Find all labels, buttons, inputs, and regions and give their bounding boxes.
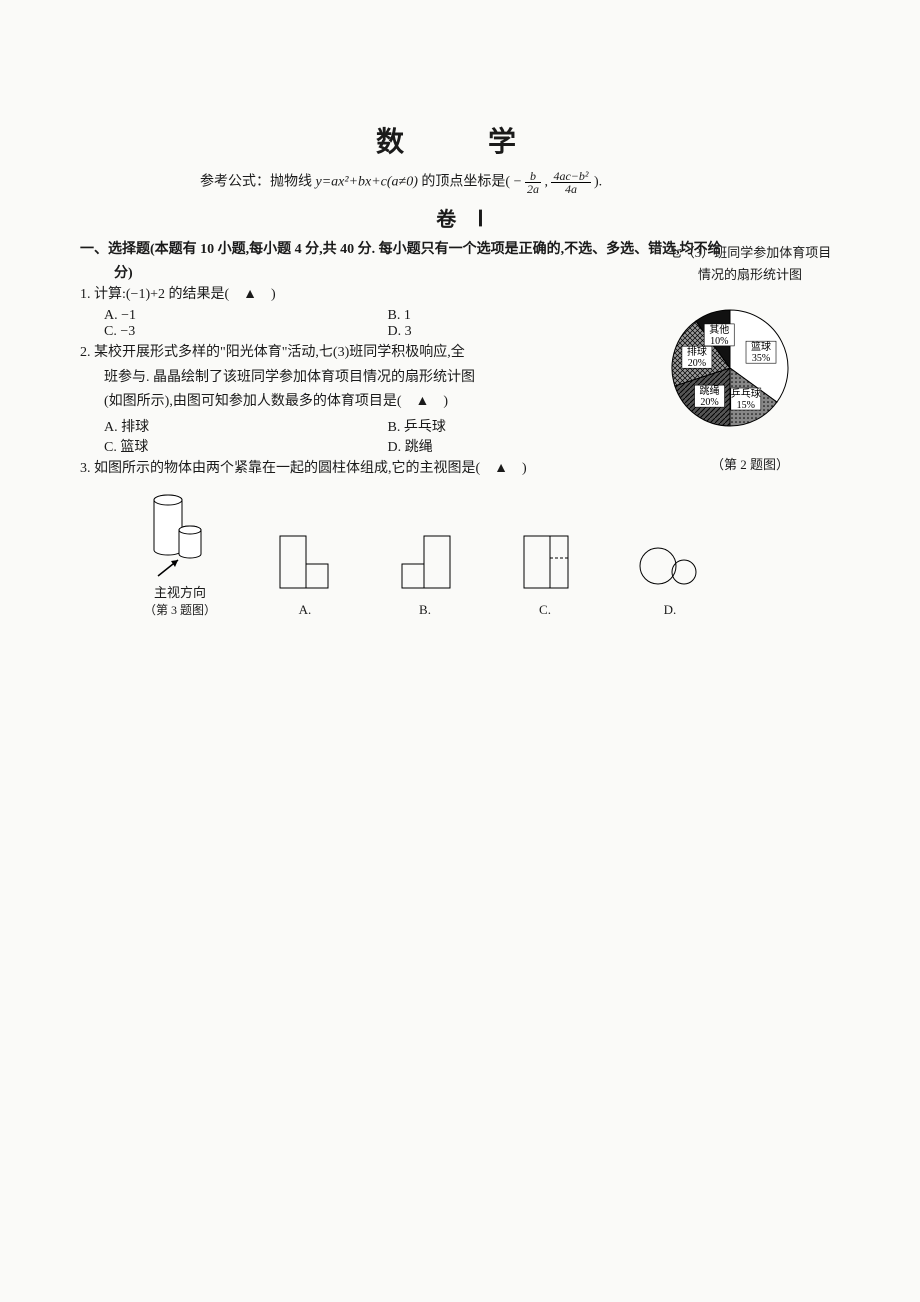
- q1-optA: A. −1: [104, 308, 384, 324]
- pie-title-line1: 七（3）班同学参加体育项目: [650, 244, 850, 262]
- q3-optA-label: A.: [299, 602, 312, 618]
- svg-text:15%: 15%: [737, 400, 755, 411]
- q3-optA-figure: A.: [270, 528, 340, 618]
- svg-text:其他: 其他: [709, 323, 729, 336]
- optD-svg: [630, 528, 710, 598]
- q3-optB-figure: B.: [390, 528, 460, 618]
- optA-svg: [270, 528, 340, 598]
- q3-optC-figure: C.: [510, 528, 580, 618]
- exam-page: 数 学 参考公式：抛物线 y=ax²+bx+c(a≠0) 的顶点坐标是( − b…: [0, 0, 920, 1302]
- formula-frac1: b 2a: [525, 170, 541, 195]
- svg-text:排球: 排球: [687, 346, 707, 359]
- optB-svg: [390, 528, 460, 598]
- formula-comma: ,: [544, 175, 551, 190]
- svg-text:35%: 35%: [752, 354, 770, 365]
- q1-optB: B. 1: [388, 308, 411, 324]
- q3-optB-label: B.: [419, 602, 431, 618]
- svg-text:20%: 20%: [700, 398, 718, 409]
- content-area: 七（3）班同学参加体育项目 情况的扇形统计图: [80, 238, 840, 618]
- pie-caption: （第 2 题图）: [650, 454, 850, 473]
- formula-frac2: 4ac−b² 4a: [551, 170, 590, 195]
- pie-title-line2: 情况的扇形统计图: [650, 266, 850, 284]
- page-title: 数 学: [80, 120, 840, 160]
- pie-slice-label: 乒乓球15%: [731, 387, 761, 411]
- q1-optD: D. 3: [388, 324, 412, 340]
- pie-slice-label: 跳绳20%: [695, 385, 725, 409]
- pie-chart-svg: 篮球35%乒乓球15%跳绳20%排球20%其他10%: [650, 288, 810, 448]
- q3-figures-row: 主视方向 （第 3 题图） A. B.: [140, 488, 840, 618]
- q2-optA: A. 排球: [104, 416, 384, 436]
- svg-text:乒乓球: 乒乓球: [731, 387, 761, 400]
- q3-caption: （第 3 题图）: [144, 601, 216, 618]
- svg-text:20%: 20%: [688, 359, 706, 370]
- q2-optB: B. 乒乓球: [388, 416, 446, 436]
- pie-slice-label: 篮球35%: [746, 341, 776, 365]
- formula-prefix: 参考公式：抛物线: [200, 175, 316, 190]
- formula-mid: 的顶点坐标是(: [421, 175, 510, 190]
- formula-suffix: ).: [594, 175, 602, 190]
- q3-optD-label: D.: [664, 602, 677, 618]
- svg-text:篮球: 篮球: [751, 341, 771, 354]
- svg-text:跳绳: 跳绳: [700, 385, 720, 398]
- q2-optD: D. 跳绳: [388, 436, 433, 456]
- section-label: 卷 Ⅰ: [80, 203, 840, 232]
- q3-mainview-label: 主视方向: [154, 582, 206, 601]
- svg-text:10%: 10%: [710, 336, 728, 347]
- pie-chart-figure: 七（3）班同学参加体育项目 情况的扇形统计图: [650, 244, 850, 473]
- cylinders-svg: [140, 488, 220, 578]
- reference-formula: 参考公式：抛物线 y=ax²+bx+c(a≠0) 的顶点坐标是( − b 2a …: [200, 170, 840, 195]
- formula-expr: y=ax²+bx+c(a≠0): [316, 175, 418, 190]
- pie-slice-label: 其他10%: [704, 323, 734, 347]
- q3-original-figure: 主视方向 （第 3 题图）: [140, 488, 220, 618]
- optC-svg: [510, 528, 580, 598]
- q3-optD-figure: D.: [630, 528, 710, 618]
- q1-optC: C. −3: [104, 324, 384, 340]
- pie-slice-label: 排球20%: [682, 346, 712, 370]
- formula-neg: −: [514, 175, 522, 190]
- q2-optC: C. 篮球: [104, 436, 384, 456]
- q3-optC-label: C.: [539, 602, 551, 618]
